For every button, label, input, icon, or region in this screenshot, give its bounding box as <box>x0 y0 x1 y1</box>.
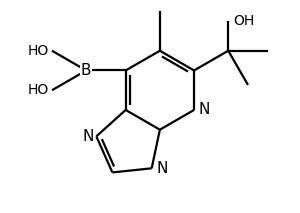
Text: N: N <box>199 102 210 117</box>
Text: OH: OH <box>233 14 254 28</box>
Text: B: B <box>81 63 92 78</box>
Text: N: N <box>157 161 168 176</box>
Text: HO: HO <box>28 83 49 97</box>
Text: HO: HO <box>28 44 49 58</box>
Text: N: N <box>82 129 93 144</box>
